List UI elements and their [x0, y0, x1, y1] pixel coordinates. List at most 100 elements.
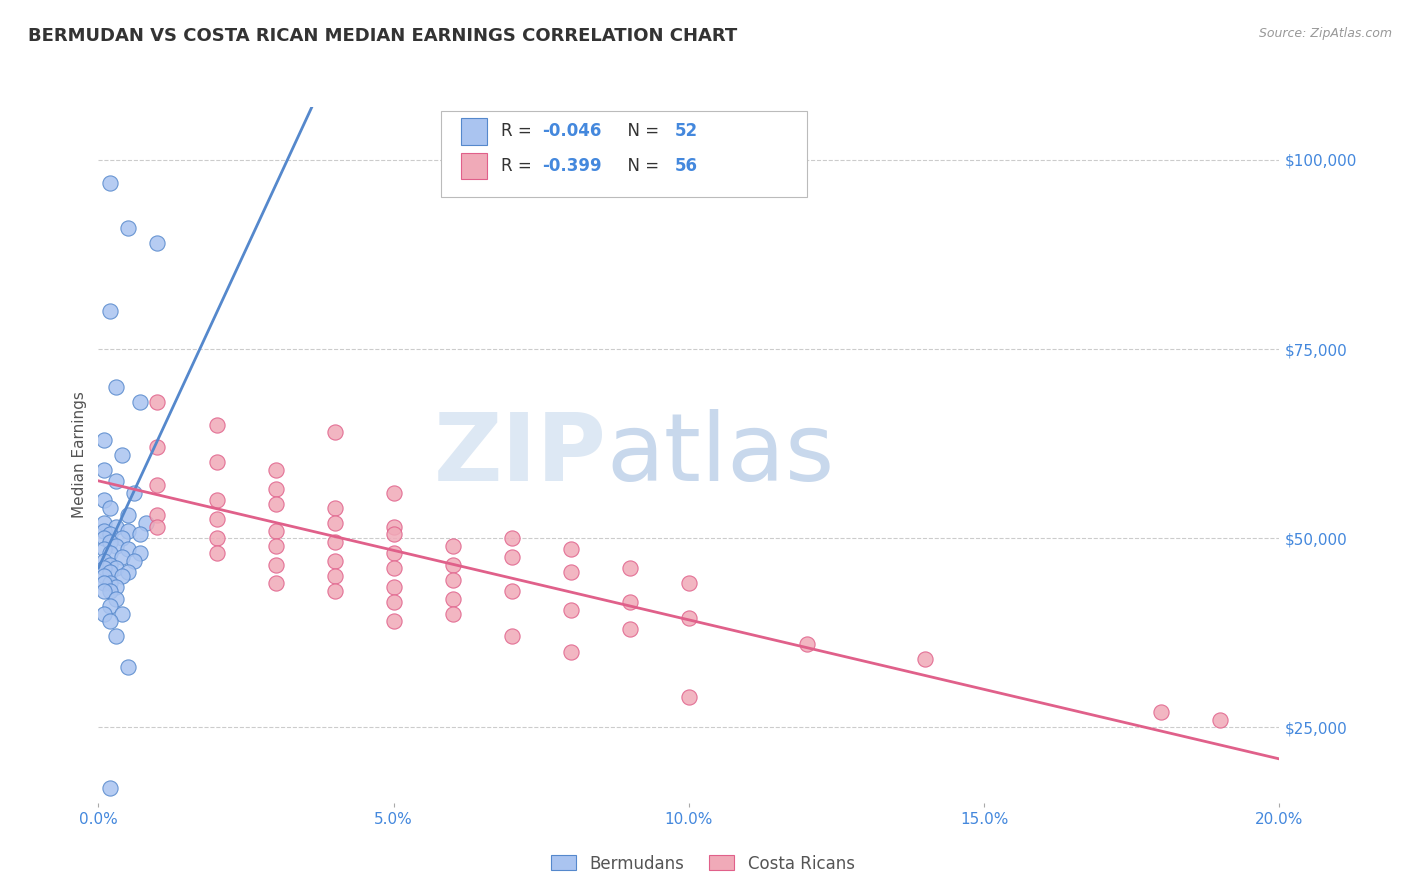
Point: [796, 637, 818, 651]
Point: [98, 576, 121, 591]
Point: [105, 629, 128, 643]
Point: [135, 516, 157, 530]
Point: [98, 615, 121, 629]
Point: [93, 516, 115, 530]
Point: [117, 565, 139, 579]
Point: [323, 584, 346, 599]
Point: [98, 176, 121, 190]
Point: [93, 569, 115, 583]
Point: [117, 508, 139, 523]
Point: [441, 539, 464, 553]
Point: [264, 482, 287, 496]
Point: [323, 500, 346, 515]
Text: R =: R =: [501, 122, 537, 140]
Point: [323, 569, 346, 583]
Point: [93, 561, 115, 575]
Point: [146, 478, 169, 492]
Point: [264, 558, 287, 572]
Point: [146, 520, 169, 534]
Point: [678, 610, 700, 624]
Point: [98, 534, 121, 549]
Point: [619, 561, 641, 575]
Text: Source: ZipAtlas.com: Source: ZipAtlas.com: [1258, 27, 1392, 40]
Point: [382, 561, 405, 575]
Point: [98, 565, 121, 579]
Point: [93, 433, 115, 447]
Point: [93, 463, 115, 477]
Point: [205, 417, 228, 432]
Point: [98, 546, 121, 560]
Point: [382, 546, 405, 560]
Point: [323, 516, 346, 530]
Point: [382, 485, 405, 500]
Point: [914, 652, 936, 666]
Point: [93, 493, 115, 508]
Point: [117, 542, 139, 557]
Point: [264, 463, 287, 477]
Point: [382, 520, 405, 534]
Point: [382, 527, 405, 541]
Point: [323, 554, 346, 568]
Point: [105, 561, 128, 575]
Point: [93, 524, 115, 538]
Point: [1150, 705, 1173, 719]
Point: [128, 395, 150, 409]
Point: [205, 455, 228, 469]
Point: [1209, 713, 1232, 727]
Point: [105, 580, 128, 594]
Point: [122, 485, 145, 500]
Point: [117, 659, 139, 673]
Text: N =: N =: [617, 122, 664, 140]
Text: -0.399: -0.399: [543, 157, 602, 175]
Point: [560, 565, 582, 579]
Point: [128, 546, 150, 560]
FancyBboxPatch shape: [461, 118, 486, 145]
Point: [98, 599, 121, 614]
Point: [122, 554, 145, 568]
Point: [619, 595, 641, 609]
Point: [205, 531, 228, 545]
Point: [382, 580, 405, 594]
Point: [560, 644, 582, 658]
Point: [323, 534, 346, 549]
Text: -0.046: -0.046: [543, 122, 602, 140]
Point: [501, 531, 523, 545]
Point: [205, 493, 228, 508]
Point: [678, 690, 700, 704]
Point: [146, 441, 169, 455]
Point: [93, 576, 115, 591]
Point: [98, 584, 121, 599]
Point: [205, 546, 228, 560]
Point: [98, 527, 121, 541]
Point: [111, 607, 134, 621]
Point: [105, 475, 128, 489]
Point: [382, 615, 405, 629]
Point: [117, 221, 139, 235]
Point: [105, 520, 128, 534]
Point: [105, 380, 128, 394]
Point: [560, 603, 582, 617]
Point: [264, 539, 287, 553]
Point: [501, 584, 523, 599]
Point: [441, 558, 464, 572]
Point: [93, 542, 115, 557]
Point: [98, 304, 121, 318]
Point: [264, 497, 287, 511]
Point: [678, 576, 700, 591]
Y-axis label: Median Earnings: Median Earnings: [72, 392, 87, 518]
Point: [441, 607, 464, 621]
Point: [146, 236, 169, 251]
FancyBboxPatch shape: [461, 153, 486, 179]
Point: [264, 524, 287, 538]
Point: [146, 508, 169, 523]
Point: [93, 531, 115, 545]
Text: 52: 52: [675, 122, 697, 140]
Point: [205, 512, 228, 526]
Point: [501, 629, 523, 643]
Text: atlas: atlas: [606, 409, 835, 501]
Point: [111, 549, 134, 564]
Point: [264, 576, 287, 591]
Point: [98, 500, 121, 515]
Point: [560, 542, 582, 557]
Text: N =: N =: [617, 157, 664, 175]
